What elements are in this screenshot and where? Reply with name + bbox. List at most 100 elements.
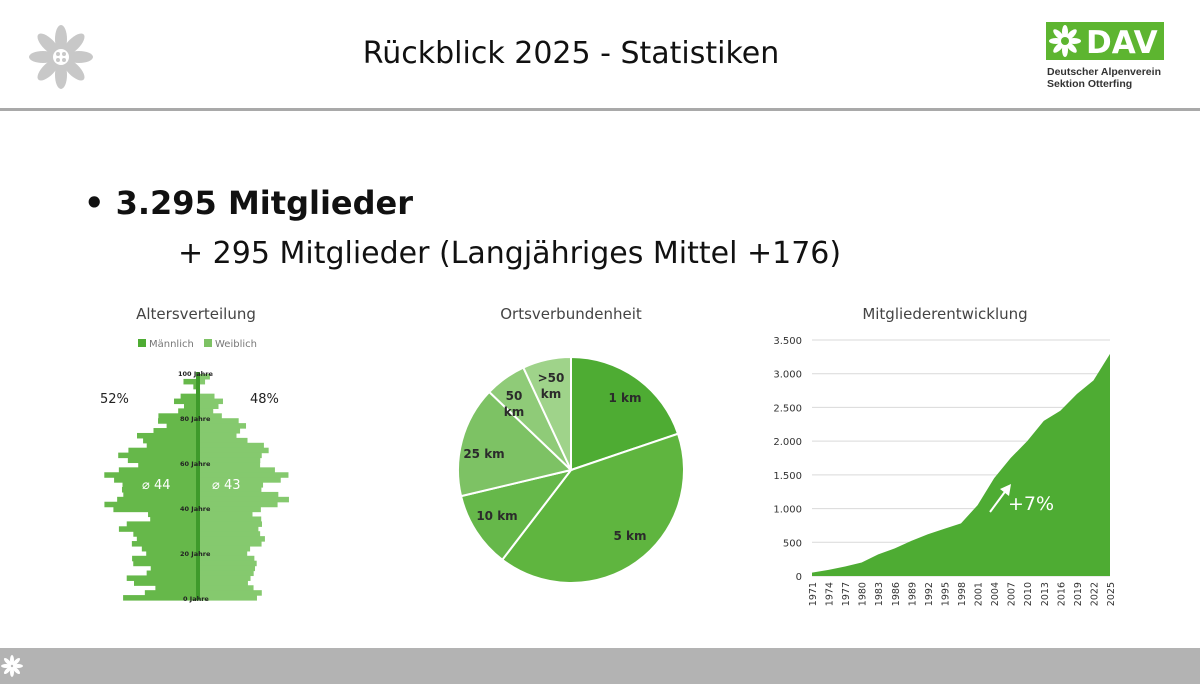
pie-label: 50 km bbox=[504, 389, 524, 419]
female-age-bar bbox=[198, 482, 264, 488]
pie-label: 1 km bbox=[608, 391, 641, 405]
female-age-bar bbox=[198, 521, 262, 527]
female-age-bar bbox=[198, 506, 261, 513]
y-tick-label: 3.000 bbox=[773, 370, 802, 381]
x-tick-label: 1983 bbox=[874, 582, 885, 606]
y-tick-label: 500 bbox=[783, 538, 802, 549]
male-age-bar bbox=[174, 398, 198, 405]
female-age-bar bbox=[198, 545, 251, 552]
edelweiss-icon bbox=[29, 25, 93, 89]
male-age-bar bbox=[118, 467, 198, 473]
male-age-bar bbox=[118, 452, 198, 459]
male-age-bar bbox=[131, 541, 198, 547]
slide-header: Rückblick 2025 - Statistiken DAV Deutsch… bbox=[0, 0, 1200, 111]
x-tick-label: 2004 bbox=[990, 582, 1001, 606]
edelweiss-footer-icon bbox=[1, 655, 23, 677]
x-tick-label: 1989 bbox=[907, 582, 918, 606]
age-label-80: 80 Jahre bbox=[180, 415, 211, 423]
page-title: Rückblick 2025 - Statistiken bbox=[362, 36, 780, 71]
female-age-bar bbox=[198, 452, 262, 459]
male-age-bar bbox=[123, 491, 198, 498]
x-tick-label: 2022 bbox=[1089, 582, 1100, 606]
male-age-bar bbox=[146, 442, 198, 449]
male-age-bar bbox=[121, 487, 198, 493]
legend-swatch-male bbox=[138, 339, 146, 347]
header-divider bbox=[0, 108, 1200, 111]
pie-slice bbox=[500, 432, 685, 584]
female-age-bar bbox=[198, 447, 269, 454]
male-age-bar bbox=[183, 403, 198, 409]
dav-logo-mark: DAV bbox=[1046, 22, 1164, 61]
female-age-bar bbox=[198, 536, 265, 542]
male-age-bar bbox=[122, 482, 198, 488]
pie-label: 5 km bbox=[613, 529, 646, 543]
female-age-bar bbox=[198, 526, 259, 532]
x-tick-label: 1986 bbox=[891, 582, 902, 606]
x-tick-label: 1977 bbox=[841, 582, 852, 606]
male-average: ⌀ 44 bbox=[142, 478, 171, 493]
y-tick-label: 3.500 bbox=[773, 336, 802, 347]
legend-female: Weiblich bbox=[215, 339, 257, 350]
x-tick-label: 2019 bbox=[1073, 582, 1084, 606]
pie-slice bbox=[459, 468, 574, 562]
pie-label: >50 km bbox=[538, 371, 565, 401]
male-age-bar bbox=[158, 413, 198, 419]
members-growth: + 295 Mitglieder (Langjähriges Mittel +1… bbox=[178, 236, 842, 271]
growth-arrow-icon bbox=[1000, 484, 1011, 496]
male-age-bar bbox=[118, 526, 198, 532]
x-tick-label: 1998 bbox=[957, 582, 968, 606]
female-average: ⌀ 43 bbox=[212, 478, 241, 493]
x-tick-label: 2013 bbox=[1040, 582, 1051, 606]
legend-male: Männlich bbox=[149, 339, 194, 350]
center-axis bbox=[196, 372, 200, 600]
female-age-bar bbox=[198, 408, 214, 414]
x-tick-label: 2025 bbox=[1106, 582, 1117, 606]
male-age-bar bbox=[133, 531, 198, 537]
x-tick-label: 2007 bbox=[1007, 582, 1018, 606]
age-chart-title: Altersverteilung bbox=[136, 305, 256, 323]
male-age-bar bbox=[126, 575, 198, 581]
female-age-bar bbox=[198, 560, 257, 567]
age-pyramid-chart: Männlich Weiblich 52% 48% ⌀ 44 ⌀ 43 100 … bbox=[100, 339, 289, 603]
growth-arrow-shaft bbox=[989, 488, 1008, 513]
male-age-bar bbox=[178, 408, 198, 414]
female-age-bar bbox=[198, 541, 262, 547]
female-age-bar bbox=[198, 374, 210, 380]
y-tick-label: 1.000 bbox=[773, 505, 802, 516]
male-age-bar bbox=[158, 418, 198, 424]
female-age-bar bbox=[198, 442, 264, 449]
female-age-bar bbox=[198, 570, 254, 577]
female-age-bar bbox=[198, 575, 251, 581]
x-tick-label: 2016 bbox=[1056, 582, 1067, 606]
logo-line-2: Sektion Otterfing bbox=[1047, 78, 1133, 90]
male-age-bar bbox=[104, 501, 198, 508]
dav-logo: DAV Deutscher Alpenverein Sektion Otterf… bbox=[1046, 22, 1166, 90]
growth-annotation: +7% bbox=[1008, 493, 1054, 515]
x-tick-label: 1992 bbox=[924, 582, 935, 606]
y-tick-label: 2.000 bbox=[773, 437, 802, 448]
male-age-bar bbox=[114, 477, 198, 483]
male-age-bar bbox=[104, 472, 198, 478]
male-age-bar bbox=[146, 570, 198, 577]
male-age-bar bbox=[183, 378, 198, 385]
slide-footer bbox=[0, 648, 1200, 684]
female-age-bar bbox=[198, 418, 239, 424]
female-age-bar bbox=[198, 428, 241, 434]
female-age-bar bbox=[198, 457, 261, 464]
y-tick-label: 2.500 bbox=[773, 403, 802, 414]
x-tick-label: 1995 bbox=[940, 582, 951, 606]
male-bars bbox=[104, 374, 198, 601]
area-chart: 0 500 1.000 1.500 2.000 2.500 3.000 3.500 1971 1… bbox=[773, 336, 1117, 606]
female-percent: 48% bbox=[250, 392, 279, 407]
pie-slice bbox=[522, 355, 572, 471]
age-label-40: 40 Jahre bbox=[180, 505, 211, 513]
age-label-0: 0 Jahre bbox=[183, 595, 209, 603]
male-age-bar bbox=[155, 585, 198, 591]
male-age-bar bbox=[180, 393, 198, 400]
female-age-bar bbox=[198, 398, 223, 405]
female-age-bar bbox=[198, 550, 248, 557]
area-chart-title: Mitgliederentwicklung bbox=[862, 305, 1028, 323]
female-age-bar bbox=[198, 496, 289, 503]
female-age-bar bbox=[198, 590, 262, 596]
male-age-bar bbox=[113, 506, 198, 513]
